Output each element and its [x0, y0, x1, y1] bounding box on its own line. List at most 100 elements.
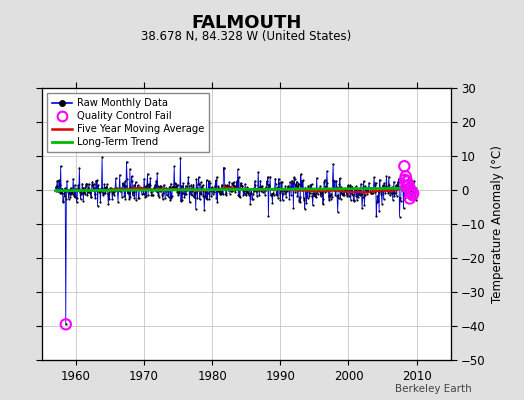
Point	[407, 188, 416, 194]
Point	[394, 184, 402, 191]
Point	[406, 185, 414, 192]
Point	[262, 184, 270, 190]
Point	[184, 174, 193, 180]
Point	[266, 173, 274, 180]
Point	[99, 190, 107, 196]
Point	[360, 202, 368, 208]
Point	[103, 181, 112, 187]
Point	[57, 190, 66, 196]
Point	[165, 185, 173, 191]
Point	[279, 187, 288, 193]
Point	[138, 185, 147, 192]
Point	[359, 184, 367, 190]
Point	[291, 188, 299, 195]
Point	[256, 178, 265, 184]
Point	[236, 180, 245, 186]
Point	[311, 193, 319, 200]
Point	[365, 185, 374, 192]
Point	[227, 188, 236, 194]
Point	[290, 176, 299, 182]
Point	[214, 183, 223, 190]
Point	[347, 184, 355, 190]
Point	[260, 187, 268, 193]
Point	[378, 185, 387, 192]
Text: FALMOUTH: FALMOUTH	[191, 14, 301, 32]
Point	[201, 188, 210, 195]
Point	[193, 184, 201, 191]
Point	[200, 187, 208, 194]
Point	[242, 192, 250, 198]
Point	[64, 186, 72, 193]
Point	[361, 192, 369, 198]
Point	[302, 200, 311, 206]
Point	[230, 187, 238, 193]
Point	[221, 183, 230, 189]
Point	[366, 189, 375, 196]
Point	[73, 195, 81, 201]
Point	[232, 185, 240, 191]
Point	[363, 184, 371, 191]
Point	[313, 186, 321, 193]
Point	[329, 161, 337, 167]
Point	[115, 172, 124, 178]
Point	[243, 189, 251, 195]
Point	[166, 197, 174, 203]
Point	[330, 187, 338, 193]
Point	[411, 190, 419, 196]
Point	[301, 184, 310, 191]
Point	[160, 182, 168, 188]
Point	[409, 197, 417, 204]
Point	[251, 182, 259, 188]
Point	[364, 188, 373, 194]
Point	[321, 188, 330, 195]
Point	[283, 184, 292, 190]
Point	[178, 197, 187, 203]
Point	[319, 201, 327, 207]
Point	[317, 190, 325, 196]
Point	[286, 179, 294, 185]
Point	[128, 192, 137, 198]
Point	[243, 184, 252, 191]
Point	[202, 194, 210, 201]
Point	[255, 185, 263, 191]
Point	[88, 182, 96, 188]
Point	[358, 194, 367, 200]
Point	[202, 177, 211, 183]
Point	[199, 192, 208, 199]
Point	[404, 182, 412, 188]
Point	[71, 182, 79, 188]
Legend: Raw Monthly Data, Quality Control Fail, Five Year Moving Average, Long-Term Tren: Raw Monthly Data, Quality Control Fail, …	[47, 93, 209, 152]
Point	[366, 185, 374, 191]
Point	[83, 192, 92, 198]
Point	[192, 206, 200, 212]
Point	[190, 194, 198, 200]
Point	[114, 198, 122, 205]
Point	[402, 184, 410, 190]
Point	[378, 200, 386, 207]
Point	[277, 178, 285, 185]
Point	[125, 190, 133, 196]
Point	[210, 189, 218, 196]
Point	[107, 187, 115, 193]
Point	[343, 190, 352, 197]
Point	[328, 194, 336, 200]
Point	[229, 182, 237, 188]
Point	[352, 183, 361, 189]
Point	[329, 176, 337, 183]
Point	[379, 196, 388, 202]
Point	[396, 194, 405, 201]
Point	[298, 186, 307, 193]
Point	[201, 193, 209, 200]
Point	[189, 184, 197, 190]
Point	[340, 192, 348, 198]
Point	[180, 193, 189, 200]
Point	[299, 195, 308, 202]
Point	[403, 178, 411, 185]
Point	[183, 186, 191, 193]
Point	[194, 174, 203, 180]
Point	[179, 180, 188, 186]
Point	[138, 191, 146, 197]
Point	[397, 178, 406, 184]
Point	[108, 196, 116, 202]
Point	[324, 188, 332, 194]
